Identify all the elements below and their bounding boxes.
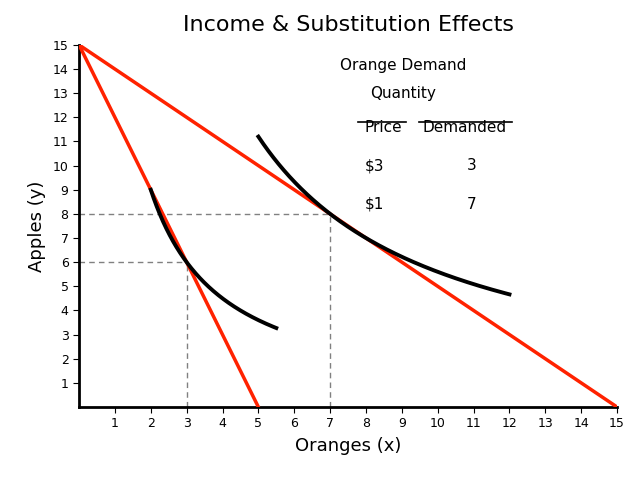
Title: Income & Substitution Effects: Income & Substitution Effects — [182, 15, 513, 35]
Text: Price: Price — [365, 120, 403, 135]
Text: $1: $1 — [365, 197, 384, 212]
X-axis label: Oranges (x): Oranges (x) — [295, 437, 401, 456]
Text: 3: 3 — [467, 158, 477, 173]
Y-axis label: Apples (y): Apples (y) — [28, 180, 46, 272]
Text: Quantity: Quantity — [371, 86, 436, 101]
Text: Demanded: Demanded — [422, 120, 506, 135]
Text: $3: $3 — [365, 158, 384, 173]
Text: Orange Demand: Orange Demand — [340, 58, 467, 72]
Text: 7: 7 — [467, 197, 477, 212]
